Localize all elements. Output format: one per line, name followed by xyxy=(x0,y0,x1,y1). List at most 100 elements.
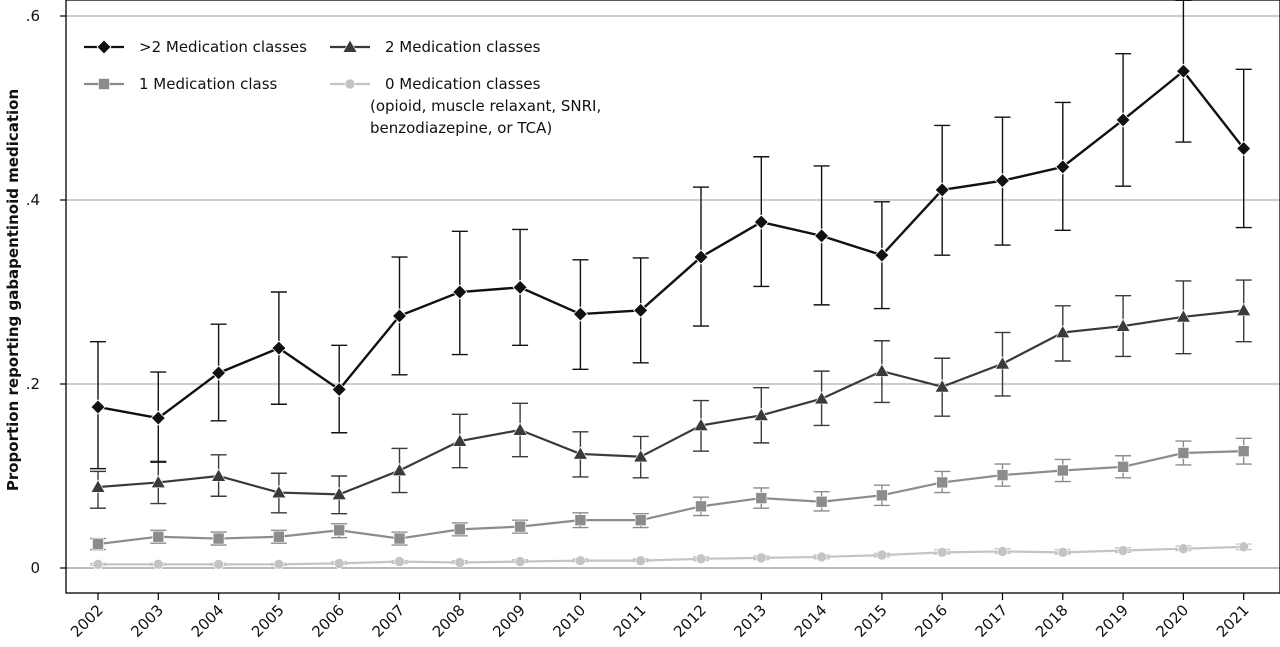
data-point xyxy=(753,407,769,421)
data-point xyxy=(1178,543,1189,554)
legend-label: 2 Medication classes xyxy=(385,38,541,56)
x-tick-label: 2012 xyxy=(670,601,710,641)
x-tick-label: 2021 xyxy=(1213,601,1253,641)
data-point xyxy=(331,486,347,500)
data-point xyxy=(994,173,1011,189)
legend-item: 0 Medication classes (opioid, muscle rela… xyxy=(330,75,601,137)
data-point xyxy=(814,228,830,244)
legend: >2 Medication classes 2 Medication classe… xyxy=(84,38,601,137)
data-point xyxy=(211,468,227,482)
data-point xyxy=(213,559,224,570)
data-point xyxy=(633,449,649,463)
x-tick-label: 2003 xyxy=(127,601,167,641)
data-point xyxy=(271,340,287,356)
data-point xyxy=(1055,159,1071,175)
x-tick-label: 2018 xyxy=(1032,601,1072,641)
legend-label: >2 Medication classes xyxy=(139,38,307,56)
legend-item: 2 Medication classes xyxy=(330,38,541,56)
data-point xyxy=(1117,545,1129,556)
data-point xyxy=(695,553,707,565)
data-point xyxy=(1115,112,1131,128)
legend-label: 0 Medication classes xyxy=(385,75,541,93)
data-point xyxy=(934,182,950,198)
legend-label: 1 Medication class xyxy=(139,75,278,93)
legend-marker xyxy=(96,39,112,55)
data-point xyxy=(394,556,405,567)
series-2 xyxy=(90,437,1252,551)
data-point xyxy=(452,433,468,447)
series-layer xyxy=(90,0,1252,570)
data-point xyxy=(1175,309,1191,323)
data-point xyxy=(934,379,950,393)
x-tick-label: 2011 xyxy=(610,601,650,641)
x-tick-label: 2010 xyxy=(549,601,589,641)
legend-marker xyxy=(98,78,110,90)
y-tick-label: .4 xyxy=(26,191,40,209)
x-tick-label: 2013 xyxy=(730,601,770,641)
legend-note: (opioid, muscle relaxant, SNRI, xyxy=(370,97,601,115)
data-point xyxy=(574,514,587,526)
data-point xyxy=(874,363,890,377)
data-point xyxy=(1175,63,1191,79)
data-point xyxy=(271,484,287,499)
data-point xyxy=(212,532,225,545)
data-point xyxy=(273,530,285,543)
data-point xyxy=(1238,541,1249,553)
data-point xyxy=(876,549,888,561)
data-point xyxy=(936,476,949,489)
x-tick-label: 2008 xyxy=(429,601,469,641)
data-point xyxy=(997,546,1008,557)
data-point xyxy=(393,532,406,545)
data-point xyxy=(634,514,647,526)
data-point xyxy=(333,558,345,569)
data-point xyxy=(333,524,346,537)
series-line xyxy=(97,450,1244,546)
data-point xyxy=(90,399,106,415)
data-point xyxy=(1055,324,1071,339)
data-point xyxy=(211,365,227,381)
legend-item: >2 Medication classes xyxy=(84,38,307,56)
x-tick-label: 2006 xyxy=(308,601,348,641)
data-point xyxy=(514,556,526,567)
data-point xyxy=(755,552,767,564)
data-point xyxy=(1237,445,1250,457)
y-tick-label: 0 xyxy=(30,559,40,577)
legend-note: benzodiazepine, or TCA) xyxy=(370,119,552,137)
x-tick-label: 2019 xyxy=(1092,601,1132,641)
plot-frame xyxy=(65,0,1280,594)
data-point xyxy=(755,492,768,504)
x-tick-label: 2014 xyxy=(791,601,831,641)
data-point xyxy=(1115,318,1131,332)
data-point xyxy=(273,559,285,570)
y-tick-label: .6 xyxy=(26,7,40,25)
x-tick-label: 2020 xyxy=(1152,601,1192,641)
y-axis-label: Proportion reporting gabapentinoid medic… xyxy=(4,89,22,491)
data-point xyxy=(816,551,827,563)
x-tick-label: 2015 xyxy=(851,601,891,641)
data-point xyxy=(391,462,408,477)
data-point xyxy=(635,555,647,566)
data-point xyxy=(1057,464,1069,477)
data-point xyxy=(1236,140,1252,157)
data-point xyxy=(815,495,828,508)
data-point xyxy=(572,446,588,460)
series-line xyxy=(97,69,1245,420)
legend-marker xyxy=(344,78,356,90)
series-line xyxy=(98,545,1244,566)
data-point xyxy=(92,538,104,550)
x-tick-label: 2005 xyxy=(248,601,288,641)
data-point xyxy=(152,530,165,543)
data-point xyxy=(1117,460,1129,473)
series-0 xyxy=(90,0,1252,470)
data-point xyxy=(633,302,649,318)
data-point xyxy=(454,557,466,568)
data-point xyxy=(453,523,466,536)
data-point xyxy=(1236,302,1252,316)
y-tick-label: .2 xyxy=(26,375,40,393)
data-point xyxy=(512,279,528,295)
gridlines xyxy=(66,15,1280,569)
series-1 xyxy=(90,279,1252,515)
legend-item: 1 Medication class xyxy=(84,75,278,93)
series-3 xyxy=(90,541,1252,570)
